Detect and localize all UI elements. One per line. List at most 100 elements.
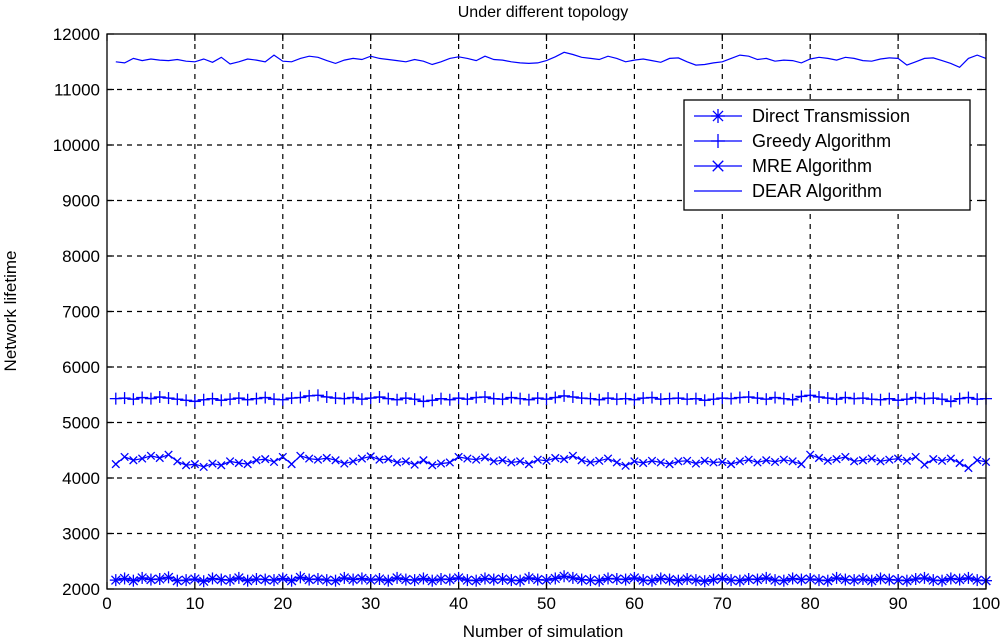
data-point-x [885, 455, 894, 464]
data-point-plus [215, 394, 228, 407]
x-axis-title: Number of simulation [463, 622, 624, 640]
data-point-star [681, 573, 694, 586]
data-point-x [269, 457, 279, 467]
legend-item: Greedy Algorithm [694, 131, 891, 151]
data-point-x [858, 456, 868, 465]
data-point-star [865, 574, 878, 587]
data-point-plus [522, 393, 535, 406]
data-point-plus [593, 393, 606, 406]
data-point-plus [883, 392, 896, 405]
data-point-plus [180, 394, 193, 407]
data-point-x [428, 461, 437, 470]
data-point-x [261, 454, 270, 464]
data-point-plus [830, 393, 843, 406]
data-point-star [549, 572, 562, 585]
y-tick-label: 10000 [53, 136, 100, 155]
data-point-x [682, 456, 692, 466]
data-point-star [347, 573, 360, 586]
data-point-x [726, 459, 736, 469]
data-point-star [672, 574, 685, 587]
data-point-x [665, 459, 674, 469]
data-point-plus [224, 393, 237, 406]
axis-ticks: 0 10 20 30 40 50 60 70 80 90 100 2000 3000 4000 5000 60… [53, 25, 1000, 613]
data-point-x [814, 453, 824, 463]
x-tick-label: 60 [625, 594, 644, 613]
data-point-star [487, 573, 500, 586]
data-point-star [593, 574, 606, 587]
data-point-star [320, 574, 333, 587]
data-point-star [654, 572, 667, 585]
data-point-star [566, 571, 579, 584]
data-point-x [964, 463, 973, 473]
data-point-plus [514, 392, 527, 405]
data-point-plus [953, 392, 966, 405]
data-point-x [955, 458, 964, 468]
data-point-plus [505, 391, 518, 404]
data-point-star [830, 571, 843, 584]
y-tick-label: 4000 [62, 469, 100, 488]
data-point-x [709, 458, 718, 467]
data-point-x [647, 456, 657, 466]
data-point-plus [461, 393, 474, 406]
data-point-plus [355, 393, 368, 406]
data-point-plus [584, 392, 597, 405]
data-point-x [712, 160, 724, 172]
data-point-x [392, 458, 402, 467]
data-point-star [478, 572, 491, 585]
data-point-star [311, 573, 324, 586]
data-point-star [294, 571, 307, 584]
data-point-x [129, 456, 138, 465]
data-point-plus [188, 395, 201, 408]
data-point-x [893, 454, 903, 463]
y-tick-label: 3000 [62, 525, 100, 544]
data-point-plus [347, 391, 360, 404]
data-point-star [711, 109, 725, 123]
data-point-plus [962, 391, 975, 404]
data-point-x [471, 455, 481, 464]
data-point-plus [426, 394, 439, 407]
data-point-plus [777, 392, 790, 405]
data-point-star [777, 574, 790, 587]
data-point-star [136, 571, 149, 584]
data-point-star [118, 572, 131, 585]
data-point-x [225, 457, 235, 466]
data-point-x [489, 457, 498, 466]
data-point-star [689, 574, 702, 587]
data-point-x [770, 457, 780, 467]
data-point-star [874, 572, 887, 585]
data-point-plus [795, 390, 808, 403]
data-point-plus [250, 392, 263, 405]
data-point-star [382, 574, 395, 587]
data-point-plus [549, 391, 562, 404]
data-point-plus [206, 392, 219, 405]
data-point-x [788, 457, 797, 466]
data-point-x [384, 454, 393, 464]
data-point-x [287, 459, 296, 469]
data-point-x [559, 454, 569, 464]
data-point-plus [760, 393, 773, 406]
data-point-x [208, 459, 217, 468]
legend: Direct Transmission Greedy Algorithm MRE A… [683, 99, 971, 211]
data-point-x [744, 455, 753, 464]
data-point-star [900, 574, 913, 587]
x-tick-label: 0 [102, 594, 111, 613]
data-point-plus [856, 392, 869, 405]
data-point-x [524, 459, 534, 469]
data-point-star [224, 574, 237, 587]
data-point-plus [478, 390, 491, 403]
data-point-plus [711, 134, 725, 148]
y-tick-label: 12000 [53, 25, 100, 44]
data-point-x [586, 458, 595, 467]
data-point-x [841, 452, 850, 462]
data-point-x [920, 460, 929, 469]
data-point-star [918, 571, 931, 584]
y-tick-label: 8000 [62, 247, 100, 266]
data-point-star [496, 573, 509, 586]
data-point-x [656, 458, 665, 467]
data-point-star [936, 574, 949, 587]
data-point-plus [364, 392, 377, 405]
series-line [115, 51, 987, 69]
data-point-plus [443, 393, 456, 406]
data-point-plus [602, 392, 615, 405]
